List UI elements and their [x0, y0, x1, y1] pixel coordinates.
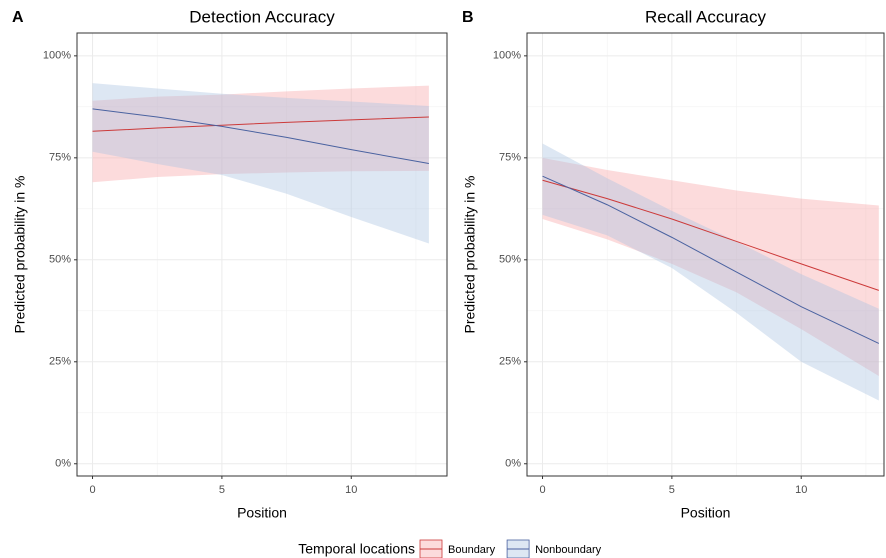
x-tick-label: 0 — [539, 484, 545, 496]
line — [542, 175, 880, 344]
confidence-band — [542, 157, 879, 377]
y-tick-label: 0% — [55, 458, 71, 470]
panel: 0% 25% 50% 75% 100% 0 5 10 Recall Accuracy B Posit… — [462, 7, 885, 521]
legend-label: Boundary — [448, 544, 496, 556]
panel-tag: A — [12, 9, 24, 26]
panel: 0% 25% 50% 75% 100% 0 5 10 Detection Accuracy A Po… — [12, 7, 448, 521]
y-axis-label: Predicted probability in % — [12, 176, 28, 334]
x-tick-label: 10 — [345, 484, 357, 496]
y-tick-label: 100% — [493, 50, 521, 62]
y-tick-label: 25% — [49, 356, 71, 368]
y-tick-label: 75% — [49, 152, 71, 164]
legend-label: Nonboundary — [535, 544, 602, 556]
plot-border — [526, 32, 885, 477]
plot-border — [76, 32, 448, 477]
x-axis-label: Position — [237, 505, 287, 521]
y-tick-label: 25% — [499, 356, 521, 368]
y-tick-label: 50% — [499, 254, 521, 266]
line — [542, 179, 879, 291]
x-tick-label: 0 — [89, 484, 95, 496]
y-tick-label: 50% — [49, 254, 71, 266]
y-tick-label: 100% — [43, 50, 71, 62]
x-tick-label: 10 — [795, 484, 807, 496]
legend-title: Temporal locations — [298, 541, 415, 557]
panel-title: Recall Accuracy — [645, 7, 766, 26]
y-tick-label: 75% — [499, 152, 521, 164]
x-axis-label: Position — [681, 505, 731, 521]
panel-title: Detection Accuracy — [189, 7, 335, 26]
confidence-band — [542, 143, 879, 401]
line — [92, 108, 429, 165]
y-tick-label: 0% — [505, 458, 521, 470]
x-tick-label: 5 — [219, 484, 225, 496]
confidence-band — [92, 85, 429, 183]
line — [92, 116, 429, 132]
y-axis-label: Predicted probability in % — [462, 176, 478, 334]
panel-tag: B — [462, 9, 474, 26]
confidence-band — [92, 83, 429, 244]
x-tick-label: 5 — [669, 484, 675, 496]
